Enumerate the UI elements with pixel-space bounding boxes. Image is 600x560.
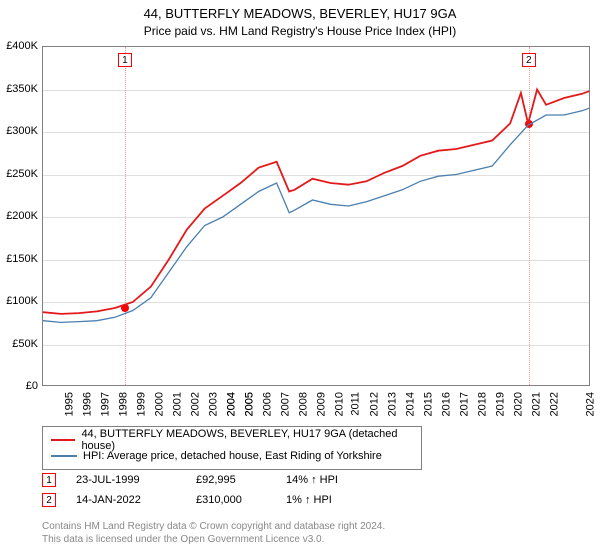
footer-line-1: Contains HM Land Registry data © Crown c…: [42, 520, 385, 533]
series-line-property: [43, 90, 589, 314]
x-axis-label: 2016: [441, 392, 453, 416]
footer-line-2: This data is licensed under the Open Gov…: [42, 533, 385, 546]
trend-table-date: 14-JAN-2022: [76, 494, 176, 506]
x-axis-label: 2014: [405, 392, 417, 416]
x-axis-label: 2010: [333, 392, 345, 416]
legend-label: 44, BUTTERFLY MEADOWS, BEVERLEY, HU17 9G…: [81, 428, 413, 452]
trend-table-number-box: 1: [42, 473, 56, 487]
x-axis-label: 2018: [477, 392, 489, 416]
y-axis-label: £300K: [2, 125, 38, 137]
x-axis-label: 1999: [135, 392, 147, 416]
legend-row: 44, BUTTERFLY MEADOWS, BEVERLEY, HU17 9G…: [51, 432, 413, 448]
x-axis-label: 1995: [63, 392, 75, 416]
x-axis-label: 2001: [171, 392, 183, 416]
x-axis-label: 2002: [189, 392, 201, 416]
x-axis-label: 2019: [495, 392, 507, 416]
legend-swatch: [51, 439, 75, 441]
trend-table-price: £92,995: [196, 474, 266, 486]
footer-attribution: Contains HM Land Registry data © Crown c…: [42, 520, 385, 546]
x-axis-label: 1996: [81, 392, 93, 416]
y-axis-label: £100K: [2, 295, 38, 307]
legend-row: HPI: Average price, detached house, East…: [51, 448, 413, 464]
figure: 44, BUTTERFLY MEADOWS, BEVERLEY, HU17 9G…: [0, 0, 600, 560]
y-axis-label: £50K: [2, 338, 38, 350]
trend-table-delta: 1% ↑ HPI: [286, 494, 332, 506]
x-axis-label: 2022: [549, 392, 561, 416]
series-line-hpi: [43, 108, 589, 322]
x-axis-label: 2008: [297, 392, 309, 416]
x-axis-label: 2004: [225, 392, 237, 416]
x-axis-label: 2000: [153, 392, 165, 416]
x-axis-label: 2003: [207, 392, 219, 416]
y-axis-label: £350K: [2, 83, 38, 95]
trend-table-number-box: 2: [42, 493, 56, 507]
chart-plot-area: 12: [42, 46, 590, 386]
x-axis-label: 2013: [387, 392, 399, 416]
trend-table-date: 23-JUL-1999: [76, 474, 176, 486]
x-axis-label: 2020: [513, 392, 525, 416]
x-axis-label: 2006: [261, 392, 273, 416]
legend-label: HPI: Average price, detached house, East…: [83, 450, 382, 462]
x-axis-label: 2017: [459, 392, 471, 416]
y-axis-label: £400K: [2, 40, 38, 52]
y-axis-label: £0: [2, 380, 38, 392]
x-axis-label: 2007: [279, 392, 291, 416]
y-axis-label: £250K: [2, 168, 38, 180]
legend-swatch: [51, 455, 77, 457]
x-axis-label: 2024: [585, 392, 597, 416]
trend-point-table: 1 23-JUL-1999 £92,995 14% ↑ HPI 2 14-JAN-2022…: [42, 470, 338, 510]
x-axis-label: 2015: [423, 392, 435, 416]
trend-table-delta: 14% ↑ HPI: [286, 474, 338, 486]
series-svg: [43, 47, 591, 387]
y-axis-label: £200K: [2, 210, 38, 222]
x-axis-label: 2012: [369, 392, 381, 416]
x-axis-label: 2009: [315, 392, 327, 416]
legend: 44, BUTTERFLY MEADOWS, BEVERLEY, HU17 9G…: [42, 426, 422, 470]
y-axis-label: £150K: [2, 253, 38, 265]
trend-table-row: 1 23-JUL-1999 £92,995 14% ↑ HPI: [42, 470, 338, 490]
x-axis-label: 2011: [350, 392, 362, 416]
trend-table-row: 2 14-JAN-2022 £310,000 1% ↑ HPI: [42, 490, 338, 510]
title-line-2: Price paid vs. HM Land Registry's House …: [0, 24, 600, 40]
x-axis-label: 1998: [117, 392, 129, 416]
trend-table-price: £310,000: [196, 494, 266, 506]
x-axis-label: 2005: [243, 392, 255, 416]
title-line-1: 44, BUTTERFLY MEADOWS, BEVERLEY, HU17 9G…: [0, 6, 600, 23]
x-axis-label: 2021: [531, 392, 543, 416]
x-axis-label: 1997: [99, 392, 111, 416]
